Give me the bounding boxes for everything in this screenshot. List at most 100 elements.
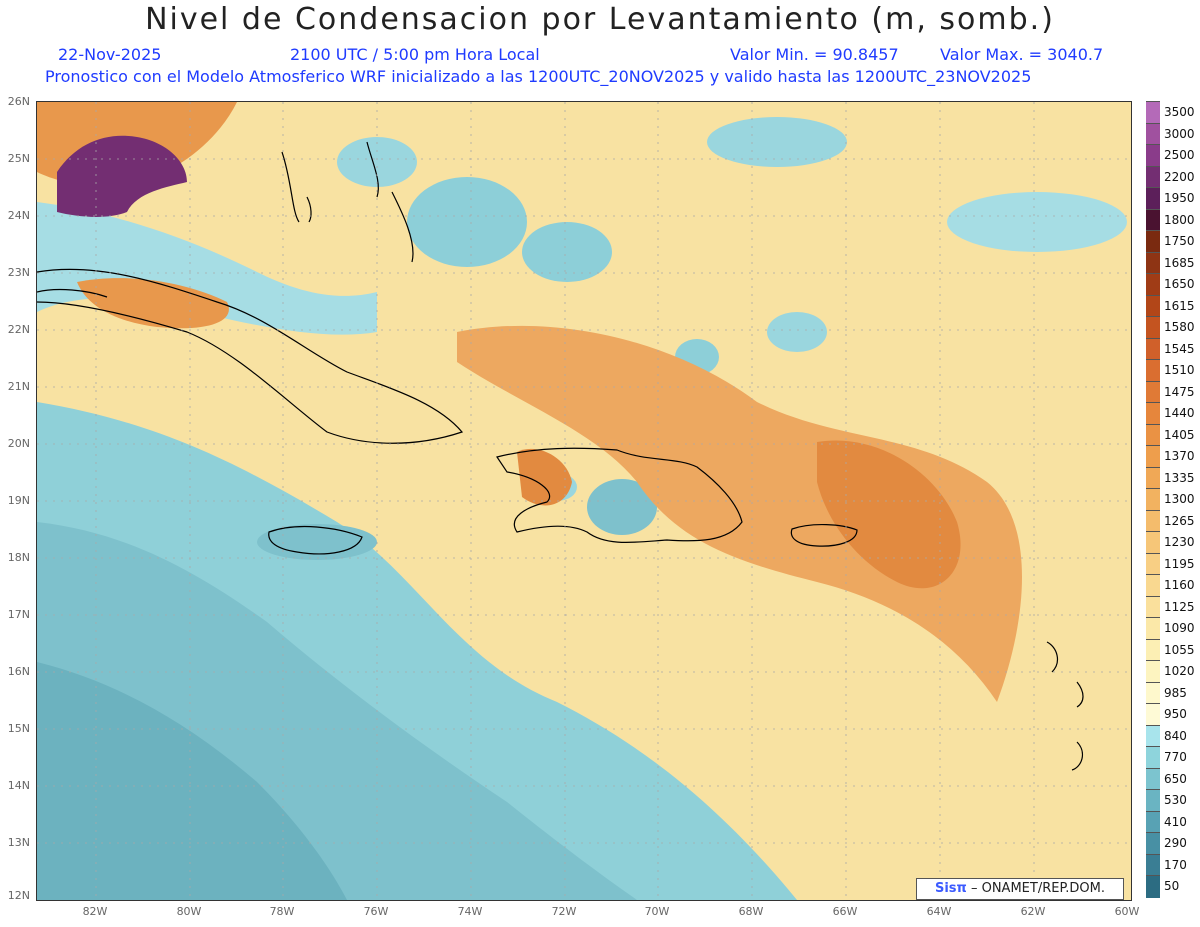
colorbar-swatch <box>1146 552 1160 575</box>
colorbar-swatch <box>1146 681 1160 704</box>
colorbar-swatch <box>1146 445 1160 468</box>
low-lcl-band-north <box>37 202 377 335</box>
sispi-logo: Sisπ <box>934 881 967 896</box>
colorbar-label: 1615 <box>1164 298 1195 313</box>
lat-label-20n: 20N <box>7 437 30 450</box>
blob-hispaniola <box>587 479 657 535</box>
lat-label-19n: 19N <box>7 494 30 507</box>
lon-label-72w: 72W <box>551 905 577 918</box>
colorbar-swatch <box>1146 853 1160 876</box>
colorbar-label: 840 <box>1164 728 1187 743</box>
colorbar-swatch <box>1146 316 1160 339</box>
colorbar-label: 410 <box>1164 814 1187 829</box>
lat-label-21n: 21N <box>7 380 30 393</box>
lon-label-64w: 64W <box>926 905 952 918</box>
lon-label-78w: 78W <box>269 905 295 918</box>
blob-northeast <box>947 192 1127 252</box>
max-lcl-florida <box>57 135 187 217</box>
forecast-note: Pronostico con el Modelo Atmosferico WRF… <box>45 67 1032 86</box>
colorbar-swatch <box>1146 165 1160 188</box>
colorbar-label: 1265 <box>1164 513 1195 528</box>
lat-label-22n: 22N <box>7 323 30 336</box>
blob-ring-2 <box>767 312 827 352</box>
colorbar-label: 985 <box>1164 685 1187 700</box>
colorbar-label: 1510 <box>1164 363 1195 377</box>
lat-label-26n: 26N <box>7 95 30 108</box>
colorbar-label: 1335 <box>1164 470 1195 485</box>
credit-text: – ONAMET/REP.DOM. <box>970 881 1105 896</box>
lat-label-17n: 17N <box>7 608 30 621</box>
forecast-time: 2100 UTC / 5:00 pm Hora Local <box>290 45 540 64</box>
colorbar-label: 3500 <box>1164 105 1195 119</box>
lat-label-25n: 25N <box>7 152 30 165</box>
colorbar-swatch <box>1146 251 1160 274</box>
blob-bahamas-2 <box>522 222 612 282</box>
colorbar-label: 1950 <box>1164 191 1195 205</box>
colorbar-label: 1160 <box>1164 578 1195 592</box>
colorbar-swatch <box>1146 144 1160 167</box>
colorbar-label: 3000 <box>1164 126 1195 141</box>
blob-jamaica <box>257 524 377 560</box>
colorbar-swatch <box>1146 359 1160 382</box>
colorbar-swatch <box>1146 810 1160 833</box>
low-lcl-region-core <box>37 662 347 900</box>
min-value: Valor Min. = 90.8457 <box>730 45 899 64</box>
colorbar-swatch <box>1146 617 1160 640</box>
forecast-date: 22-Nov-2025 <box>58 45 162 64</box>
credit-box: Sisπ – ONAMET/REP.DOM. <box>916 878 1124 900</box>
lat-label-15n: 15N <box>7 722 30 735</box>
colorbar-swatch <box>1146 208 1160 231</box>
colorbar-swatch <box>1146 230 1160 253</box>
colorbar-label: 1230 <box>1164 535 1195 549</box>
colorbar-swatch <box>1146 832 1160 855</box>
max-value: Valor Max. = 3040.7 <box>940 45 1104 64</box>
graticule <box>37 102 1131 900</box>
colorbar-label: 1440 <box>1164 406 1195 420</box>
colorbar-swatch <box>1146 466 1160 489</box>
colorbar-swatch <box>1146 638 1160 661</box>
high-lcl-region-cuba <box>77 278 229 329</box>
lon-label-74w: 74W <box>457 905 483 918</box>
lon-label-62w: 62W <box>1020 905 1046 918</box>
blob-bahamas-3 <box>337 137 417 187</box>
colorbar-swatch <box>1146 423 1160 446</box>
colorbar-label: 1475 <box>1164 384 1195 399</box>
colorbar-swatch <box>1146 660 1160 683</box>
colorbar-label: 1055 <box>1164 642 1195 657</box>
lat-label-13n: 13N <box>7 836 30 849</box>
colorbar-swatch <box>1146 294 1160 317</box>
colorbar-swatch <box>1146 488 1160 511</box>
colorbar-label: 1090 <box>1164 621 1195 635</box>
blob-north-1 <box>707 117 847 167</box>
colorbar-swatch <box>1146 746 1160 769</box>
chart-title: Nivel de Condensacion por Levantamiento … <box>145 2 1055 37</box>
colorbar-label: 650 <box>1164 771 1187 786</box>
lat-label-16n: 16N <box>7 665 30 678</box>
colorbar-swatch <box>1146 337 1160 360</box>
coastlines <box>37 141 1084 771</box>
lat-label-24n: 24N <box>7 209 30 222</box>
colorbar-label: 1545 <box>1164 341 1195 356</box>
lon-label-80w: 80W <box>176 905 202 918</box>
map-panel[interactable] <box>36 101 1132 901</box>
lat-label-18n: 18N <box>7 551 30 564</box>
colorbar-label: 1300 <box>1164 492 1195 506</box>
colorbar-swatch <box>1146 724 1160 747</box>
map-canvas <box>37 102 1131 900</box>
lat-label-14n: 14N <box>7 779 30 792</box>
lon-label-66w: 66W <box>832 905 858 918</box>
colorbar-label: 1020 <box>1164 664 1195 678</box>
colorbar-swatch <box>1146 187 1160 210</box>
colorbar-swatch <box>1146 875 1160 898</box>
colorbar-swatch <box>1146 122 1160 145</box>
colorbar-label: 1195 <box>1164 556 1195 571</box>
lon-label-76w: 76W <box>363 905 389 918</box>
colorbar-label: 2500 <box>1164 148 1195 162</box>
colorbar-swatch <box>1146 574 1160 597</box>
colorbar-label: 770 <box>1164 750 1187 764</box>
colorbar-label: 2200 <box>1164 169 1195 184</box>
colorbar-label: 1650 <box>1164 277 1195 291</box>
colorbar-swatch <box>1146 509 1160 532</box>
colorbar-label: 170 <box>1164 857 1187 872</box>
high-lcl-haiti <box>517 448 572 506</box>
